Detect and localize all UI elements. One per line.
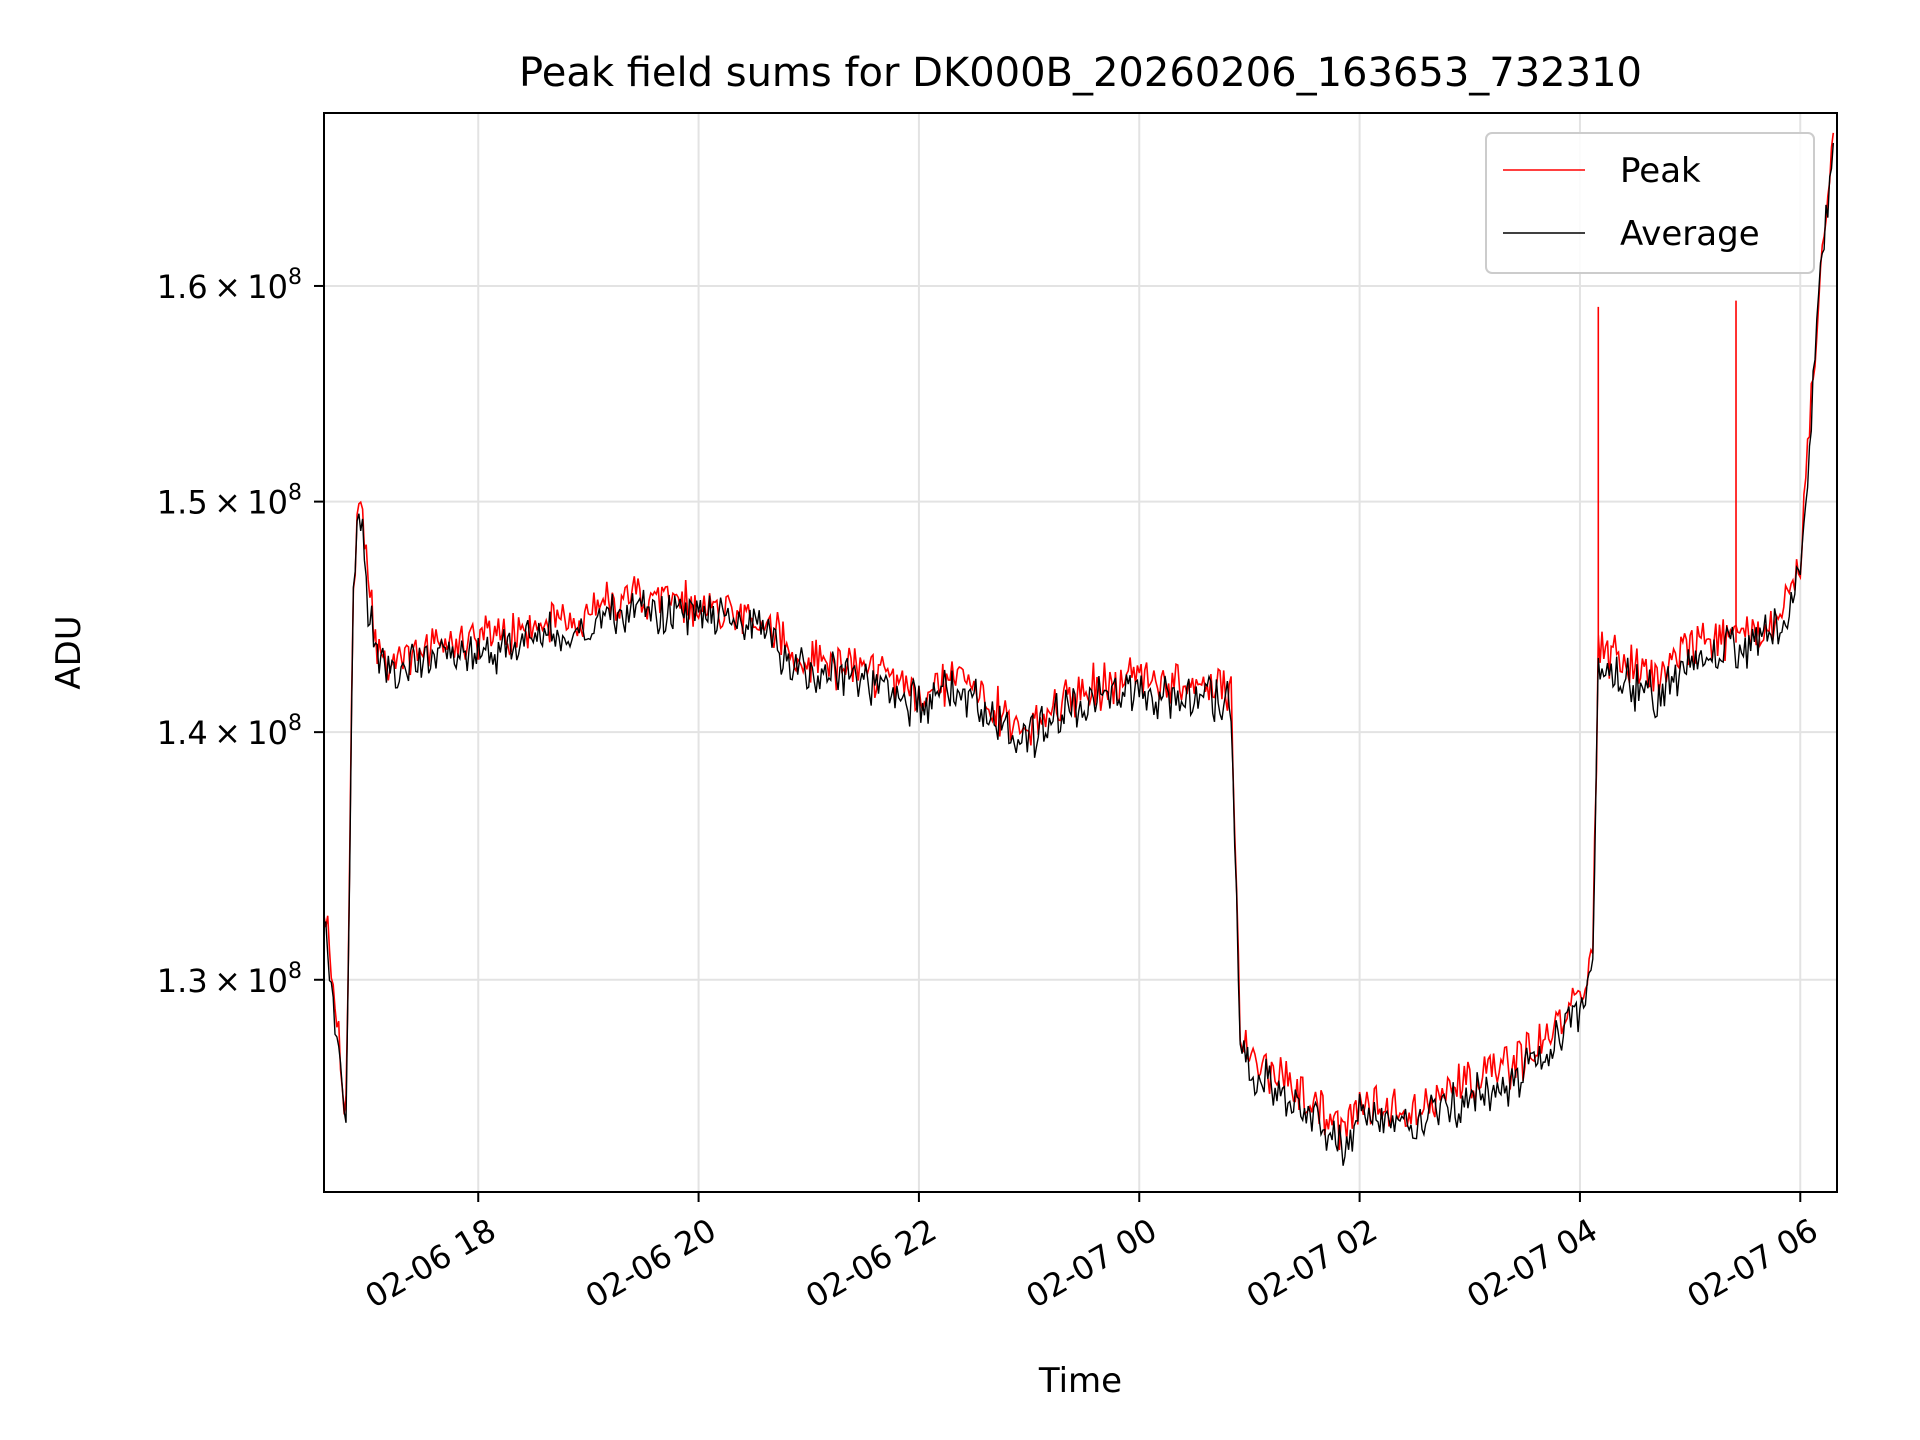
plot-frame: [323, 112, 1838, 1193]
y-tick-label: 1.6 × 108: [157, 265, 302, 306]
gridlines: [324, 113, 1837, 1192]
x-axis-label: Time: [1038, 1361, 1122, 1401]
legend-box: [1485, 132, 1815, 274]
x-tick-label: 02-07 02: [1240, 1211, 1384, 1316]
y-tick-label: 1.3 × 108: [157, 959, 302, 1000]
x-tick-label: 02-06 22: [799, 1211, 943, 1316]
x-tick-label: 02-06 20: [579, 1211, 723, 1316]
x-tick-label: 02-07 06: [1681, 1211, 1825, 1316]
legend-label-peak: Peak: [1620, 151, 1701, 191]
y-tick-label: 1.4 × 108: [157, 711, 302, 752]
chart-title: Peak field sums for DK000B_20260206_1636…: [519, 50, 1642, 96]
series-line-average: [323, 142, 1834, 1166]
x-tick-label: 02-07 00: [1020, 1211, 1164, 1316]
x-tick-label: 02-06 18: [359, 1211, 503, 1316]
y-tick-label: 1.5 × 108: [157, 481, 302, 522]
x-axis-ticks: 02-06 18 02-06 20 02-06 22 02-07 00 02-07 02…: [359, 1192, 1825, 1316]
legend-label-average: Average: [1620, 214, 1760, 254]
x-tick-label: 02-07 04: [1460, 1211, 1604, 1316]
series-lines: [323, 132, 1835, 1166]
y-axis-ticks: 1.3 × 108 1.4 × 108 1.5 × 108 1.6 × 108: [157, 265, 324, 1000]
legend: Peak Average: [1485, 132, 1815, 274]
y-axis-label: ADU: [49, 615, 89, 689]
